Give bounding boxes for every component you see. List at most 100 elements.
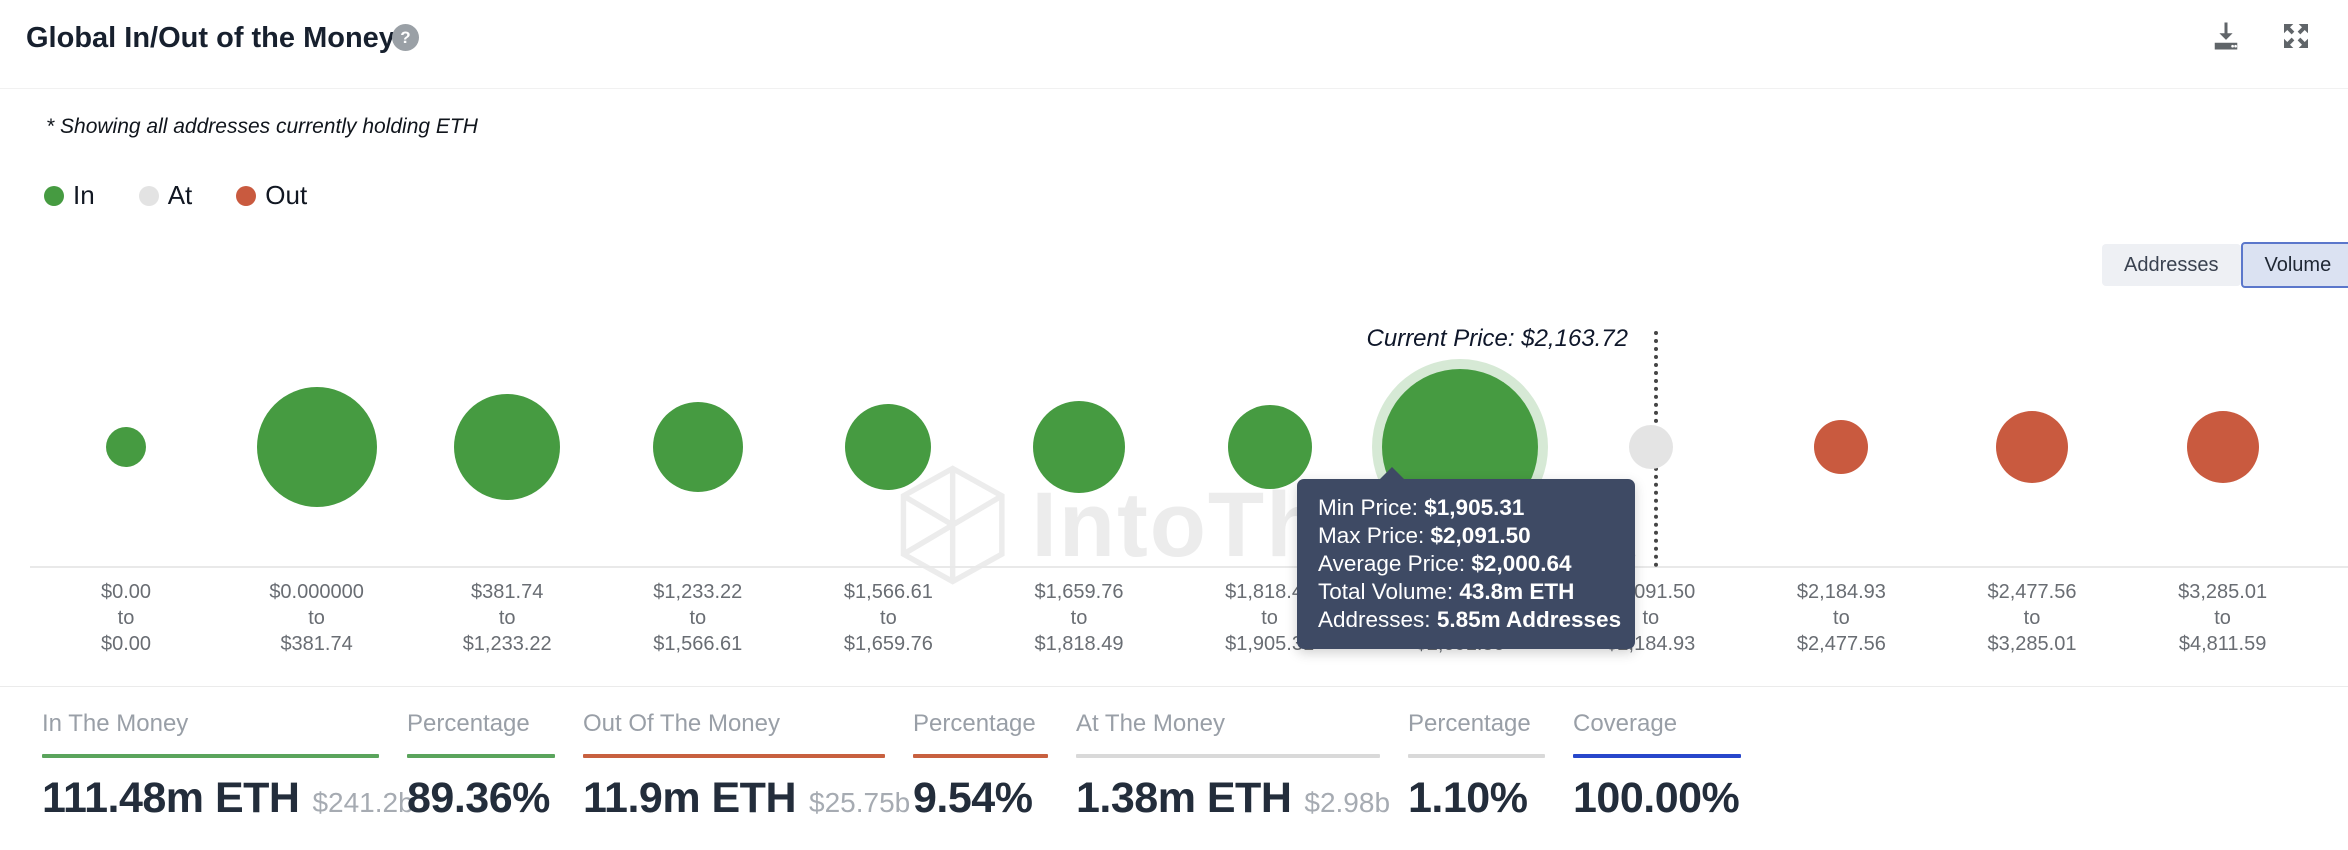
stat-label: Percentage	[913, 710, 1036, 737]
toggle-volume-button[interactable]: Volume	[2240, 242, 2348, 288]
bubble-at-8[interactable]	[1628, 425, 1673, 469]
tooltip-row: Total Volume: 43.8m ETH	[1318, 579, 1575, 604]
help-icon[interactable]: ?	[392, 24, 419, 51]
stat-percentage: Percentage 89.36%	[407, 686, 555, 823]
stat-value: 89.36%	[407, 774, 550, 822]
range-separator: to	[308, 607, 325, 629]
stat-value-row: 11.9m ETH $25.75b	[583, 774, 910, 823]
stat-value: 11.9m ETH	[583, 774, 797, 822]
stat-underline	[913, 754, 1048, 758]
range-to: $381.74	[280, 633, 353, 655]
range-from: $1,659.76	[1034, 581, 1124, 603]
legend-label: At	[167, 180, 193, 210]
stat-value-row: 9.54%	[913, 774, 1048, 823]
page-title: Global In/Out of the Money	[26, 22, 395, 54]
x-axis-label-11: $3,285.01 to $4,811.59	[2127, 579, 2319, 657]
range-from: $3,285.01	[2178, 581, 2268, 603]
range-to: $1,233.22	[462, 633, 552, 655]
legend: In At Out	[44, 180, 307, 211]
range-from: $2,477.56	[1987, 581, 2077, 603]
range-separator: to	[880, 607, 897, 629]
tooltip-row: Max Price: $2,091.50	[1318, 523, 1531, 548]
stat-label: Percentage	[407, 710, 530, 737]
bubble-out-10[interactable]	[1996, 411, 2068, 483]
bubble-in-3[interactable]	[652, 402, 743, 492]
stat-value-row: 1.10%	[1408, 774, 1545, 823]
stat-label: At The Money	[1076, 710, 1225, 737]
range-separator: to	[2214, 607, 2231, 629]
legend-dot-at-icon	[138, 185, 159, 206]
bubble-in-6[interactable]	[1227, 405, 1312, 489]
stat-label: In The Money	[42, 710, 189, 737]
range-separator: to	[689, 607, 707, 629]
legend-item-in[interactable]: In	[44, 180, 95, 211]
stat-underline	[583, 754, 885, 758]
x-axis-label-4: $1,566.61 to $1,659.76	[792, 579, 984, 657]
stat-coverage: Coverage 100.00%	[1573, 686, 1741, 823]
range-from: $2,184.93	[1796, 581, 1886, 603]
range-from: $1,566.61	[843, 581, 933, 603]
stat-percentage: Percentage 1.10%	[1408, 686, 1545, 823]
fullscreen-icon[interactable]	[2278, 18, 2314, 54]
bubble-in-4[interactable]	[845, 404, 932, 490]
bubble-out-11[interactable]	[2186, 411, 2259, 483]
range-from: $1,818.49	[1225, 581, 1315, 603]
stat-value-row: 89.36%	[407, 774, 555, 823]
stat-underline	[1408, 754, 1545, 758]
stat-label: Coverage	[1573, 710, 1678, 737]
x-axis-label-1: $0.000000 to $381.74	[221, 579, 413, 657]
range-from: $381.74	[471, 581, 544, 603]
range-separator: to	[498, 607, 516, 629]
legend-item-out[interactable]: Out	[236, 180, 307, 211]
stat-value-row: 111.48m ETH $241.2b	[42, 774, 414, 823]
range-to: $4,811.59	[2178, 633, 2267, 655]
stat-percentage: Percentage 9.54%	[913, 686, 1048, 823]
bubble-in-5[interactable]	[1033, 401, 1125, 493]
legend-dot-in-icon	[44, 185, 64, 206]
x-axis-label-5: $1,659.76 to $1,818.49	[983, 579, 1175, 657]
range-separator: to	[1261, 607, 1278, 629]
legend-item-at[interactable]: At	[138, 180, 193, 211]
bubble-in-0[interactable]	[106, 427, 146, 467]
legend-dot-out-icon	[236, 185, 257, 206]
range-from: $0.00	[100, 581, 152, 603]
header-divider	[0, 88, 2348, 89]
x-axis-line	[30, 566, 2348, 568]
toggle-addresses-button[interactable]: Addresses	[2102, 244, 2241, 286]
range-to: $1,905.31	[1225, 633, 1315, 655]
stat-label: Out Of The Money	[583, 710, 780, 737]
bubble-out-9[interactable]	[1814, 420, 1869, 474]
current-price-label: Current Price: $2,163.72	[1366, 325, 1628, 352]
range-separator: to	[2023, 607, 2041, 629]
stat-underline	[407, 754, 555, 758]
range-separator: to	[1642, 607, 1660, 629]
range-separator: to	[1833, 607, 1850, 629]
stat-label: Percentage	[1408, 710, 1531, 737]
range-from: $1,233.22	[653, 581, 743, 603]
stat-underline	[1076, 754, 1380, 758]
stat-at-the-money: At The Money 1.38m ETH $2.98b	[1076, 686, 1390, 823]
tooltip-row: Min Price: $1,905.31	[1318, 495, 1525, 520]
range-to: $1,818.49	[1034, 633, 1124, 655]
legend-label: Out	[265, 180, 308, 210]
x-axis-label-6: $1,818.49 to $1,905.31	[1174, 579, 1366, 657]
stat-sub-value: $241.2b	[312, 787, 414, 818]
range-from: $0.000000	[269, 581, 364, 603]
range-separator: to	[117, 607, 135, 629]
stat-value: 9.54%	[913, 774, 1033, 822]
stat-value: 1.38m ETH	[1076, 774, 1292, 822]
x-axis-label-0: $0.00 to $0.00	[30, 579, 222, 657]
stats-divider	[0, 686, 2348, 687]
download-icon[interactable]	[2208, 18, 2244, 54]
bubble-in-2[interactable]	[454, 394, 561, 500]
stat-value-row: 100.00%	[1573, 774, 1741, 823]
x-axis-label-3: $1,233.22 to $1,566.61	[602, 579, 794, 657]
stat-underline	[1573, 754, 1741, 758]
range-to: $1,566.61	[653, 633, 743, 655]
range-to: $1,659.76	[843, 633, 933, 655]
addresses-volume-toggle: Addresses Volume	[2102, 242, 2348, 288]
bubble-in-1[interactable]	[256, 387, 377, 507]
range-separator: to	[1070, 607, 1088, 629]
chart-subtitle: * Showing all addresses currently holdin…	[46, 115, 478, 138]
